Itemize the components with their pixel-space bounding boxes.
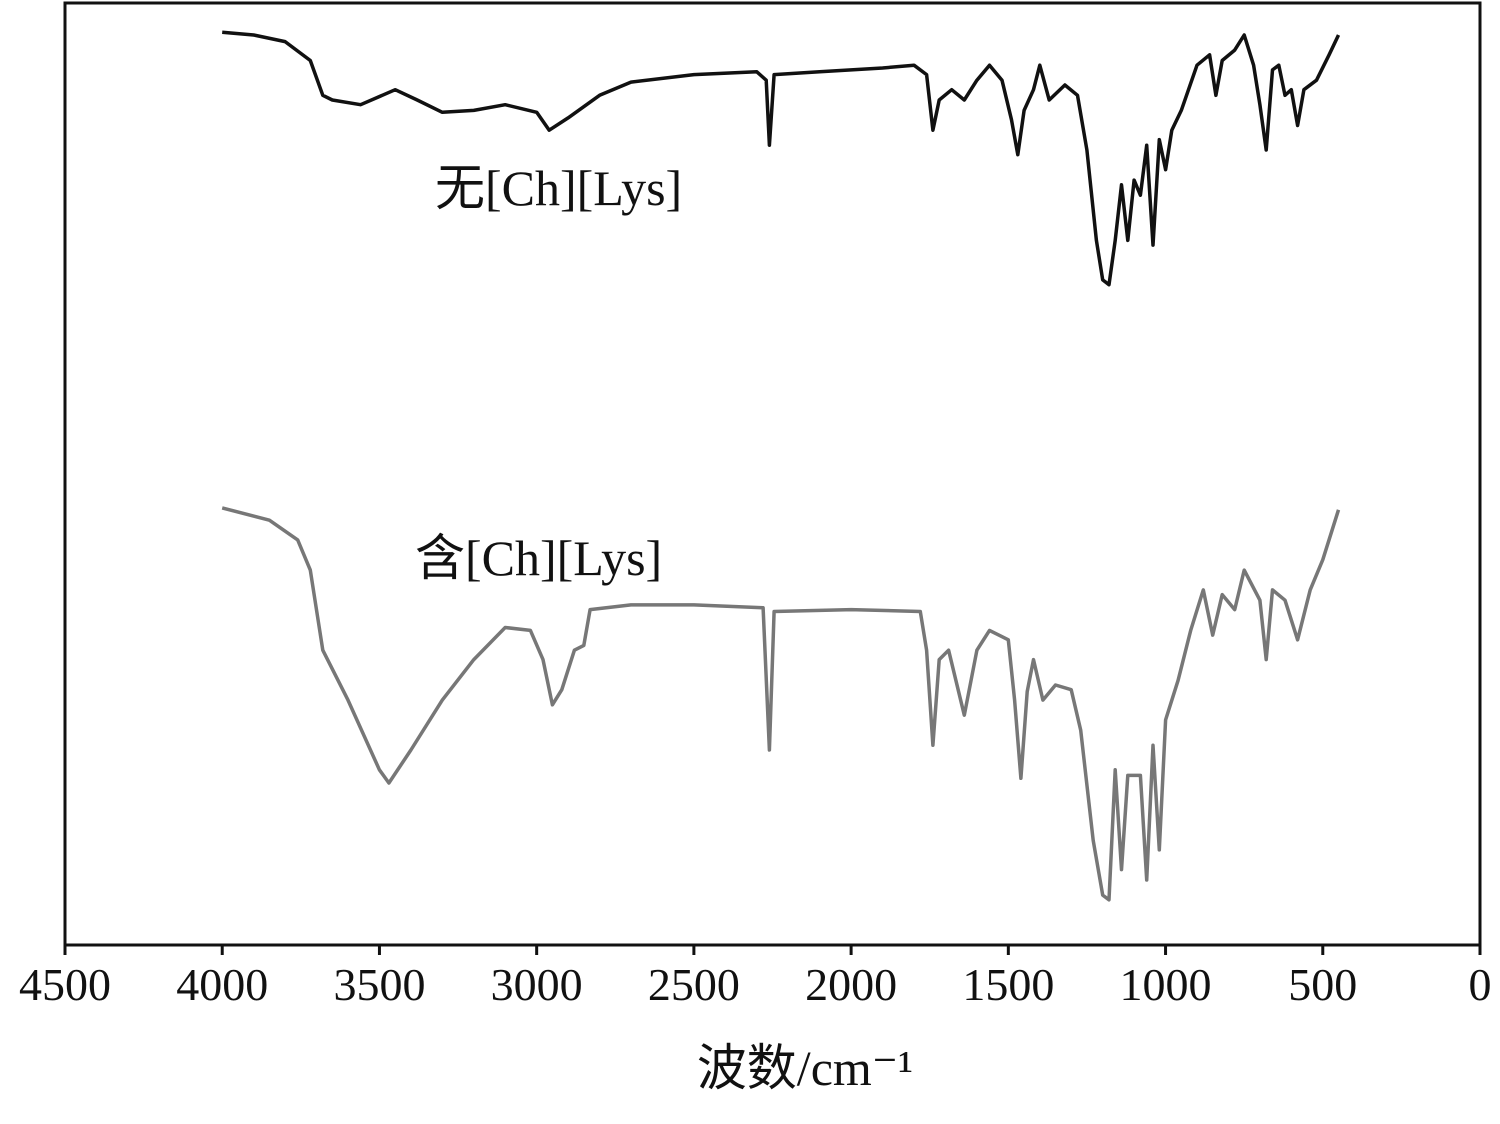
- x-tick-label: 2000: [805, 959, 897, 1010]
- plot-frame: [63, 1, 1482, 947]
- x-tick-label: 0: [1469, 959, 1492, 1010]
- spectrum-line: [221, 506, 1341, 902]
- spectrum-line: [222, 30, 1341, 287]
- x-tick-label: 1000: [1120, 959, 1212, 1010]
- x-axis-label: 波数/cm⁻¹: [697, 1040, 913, 1096]
- x-tick-label: 1500: [962, 959, 1054, 1010]
- x-tick-label: 500: [1288, 959, 1357, 1010]
- series-label: 含[Ch][Lys]: [415, 530, 662, 586]
- series-label: 无[Ch][Lys]: [435, 160, 682, 216]
- x-tick-label: 2500: [648, 959, 740, 1010]
- x-tick-label: 3000: [491, 959, 583, 1010]
- x-tick-label: 3500: [333, 959, 425, 1010]
- x-tick-label: 4000: [176, 959, 268, 1010]
- x-tick-label: 4500: [19, 959, 111, 1010]
